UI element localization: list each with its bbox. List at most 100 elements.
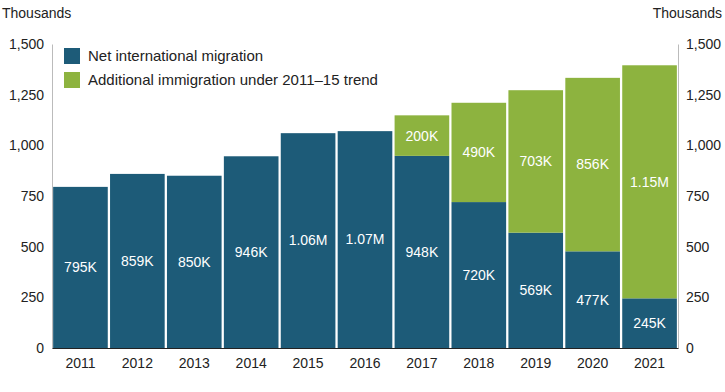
y2-axis-line	[678, 45, 679, 349]
data-label: 948K	[406, 244, 439, 260]
data-label: 245K	[633, 315, 666, 331]
y-tick-label: 0	[36, 340, 44, 356]
y-tick: 1,000	[9, 137, 52, 153]
y2-tick: 0	[678, 340, 694, 356]
x-tick: 2019	[520, 348, 551, 371]
y-tick: 1,250	[9, 87, 52, 103]
x-tick: 2017	[406, 348, 437, 371]
x-tick: 2014	[236, 348, 267, 371]
bar	[110, 174, 165, 348]
data-label: 859K	[121, 253, 154, 269]
x-tick-label: 2014	[236, 355, 267, 371]
x-axis: 2011 2012 2013 2014 2015 2016 2017 2018 2019 2020…	[53, 348, 679, 371]
x-tick-label: 2019	[520, 355, 551, 371]
y2-tick: 1,000	[678, 137, 721, 153]
bar	[338, 131, 393, 348]
data-label: 720K	[462, 267, 495, 283]
chart: 795K 859K 850K 946K 1.06M 1.07M 948K 720K 569K 47…	[0, 0, 725, 392]
bar	[565, 78, 620, 251]
bar	[395, 115, 450, 156]
x-tick-label: 2016	[349, 355, 380, 371]
y-tick-label: 750	[21, 188, 45, 204]
y2-tick-label: 1,500	[686, 36, 721, 52]
data-label: 946K	[235, 244, 268, 260]
y-tick: 1,500	[9, 36, 52, 52]
x-tick: 2018	[463, 348, 494, 371]
y2-tick-label: 750	[686, 188, 710, 204]
y-tick-label: 500	[21, 239, 45, 255]
x-axis-line	[53, 348, 679, 349]
bars	[53, 65, 677, 348]
data-label: 477K	[576, 292, 609, 308]
y-tick-label: 1,000	[9, 137, 44, 153]
y2-tick: 750	[678, 188, 710, 204]
x-tick-label: 2015	[293, 355, 324, 371]
data-labels: 795K 859K 850K 946K 1.06M 1.07M 948K 720K 569K 47…	[64, 128, 669, 332]
data-label: 856K	[576, 156, 609, 172]
legend-swatch	[64, 72, 80, 88]
x-tick-label: 2021	[634, 355, 665, 371]
bar	[508, 233, 563, 348]
y-tick: 250	[21, 289, 52, 305]
bar	[53, 187, 108, 348]
y-tick-label: 250	[21, 289, 45, 305]
x-tick: 2016	[349, 348, 380, 371]
data-label: 1.15M	[630, 174, 669, 190]
x-tick-label: 2017	[406, 355, 437, 371]
y-tick: 0	[36, 340, 52, 356]
bar	[167, 176, 222, 348]
bar	[622, 298, 677, 348]
x-tick: 2021	[634, 348, 665, 371]
x-tick-label: 2020	[577, 355, 608, 371]
data-label: 1.07M	[346, 231, 385, 247]
y-tick: 500	[21, 239, 52, 255]
x-tick-label: 2018	[463, 355, 494, 371]
x-tick: 2013	[179, 348, 210, 371]
bar	[452, 202, 507, 348]
y2-tick-label: 0	[686, 340, 694, 356]
legend-label: Additional immigration under 2011–15 tre…	[88, 71, 378, 88]
y2-tick: 1,500	[678, 36, 721, 52]
y2-tick-label: 1,000	[686, 137, 721, 153]
data-label: 850K	[178, 254, 211, 270]
y2-tick: 1,250	[678, 87, 721, 103]
legend-label: Net international migration	[88, 47, 263, 64]
data-label: 490K	[462, 144, 495, 160]
y-tick-label: 1,500	[9, 36, 44, 52]
y2-tick: 500	[678, 239, 710, 255]
y2-tick-label: 1,250	[686, 87, 721, 103]
legend-swatch	[64, 48, 80, 64]
y2-axis-title: Thousands	[653, 5, 722, 21]
legend-item: Net international migration	[64, 47, 263, 64]
plot: 795K 859K 850K 946K 1.06M 1.07M 948K 720K 569K 47…	[9, 36, 721, 371]
bar	[224, 156, 279, 348]
y2-tick-label: 250	[686, 289, 710, 305]
x-tick: 2020	[577, 348, 608, 371]
data-label: 795K	[64, 259, 97, 275]
y-axis-line	[52, 45, 53, 349]
legend: Net international migration Additional im…	[64, 47, 378, 88]
y2-tick: 250	[678, 289, 710, 305]
data-label: 200K	[406, 128, 439, 144]
y-tick: 750	[21, 188, 52, 204]
x-tick: 2011	[65, 348, 95, 371]
y2-axis: 0 250 500 750 1,000 1,250 1,500	[678, 36, 721, 356]
bar	[452, 103, 507, 202]
bar	[281, 133, 336, 348]
bar	[395, 156, 450, 348]
bar	[622, 65, 677, 298]
data-label: 703K	[519, 153, 552, 169]
x-tick-label: 2012	[122, 355, 153, 371]
y2-tick-label: 500	[686, 239, 710, 255]
x-tick: 2015	[293, 348, 324, 371]
y-tick-label: 1,250	[9, 87, 44, 103]
legend-item: Additional immigration under 2011–15 tre…	[64, 71, 378, 88]
x-tick-label: 2013	[179, 355, 210, 371]
data-label: 1.06M	[289, 232, 328, 248]
data-label: 569K	[519, 282, 552, 298]
bar	[508, 90, 563, 232]
y-axis: 0 250 500 750 1,000 1,250 1,500	[9, 36, 53, 356]
y-axis-title: Thousands	[2, 5, 71, 21]
x-tick: 2012	[122, 348, 153, 371]
bar	[565, 251, 620, 348]
